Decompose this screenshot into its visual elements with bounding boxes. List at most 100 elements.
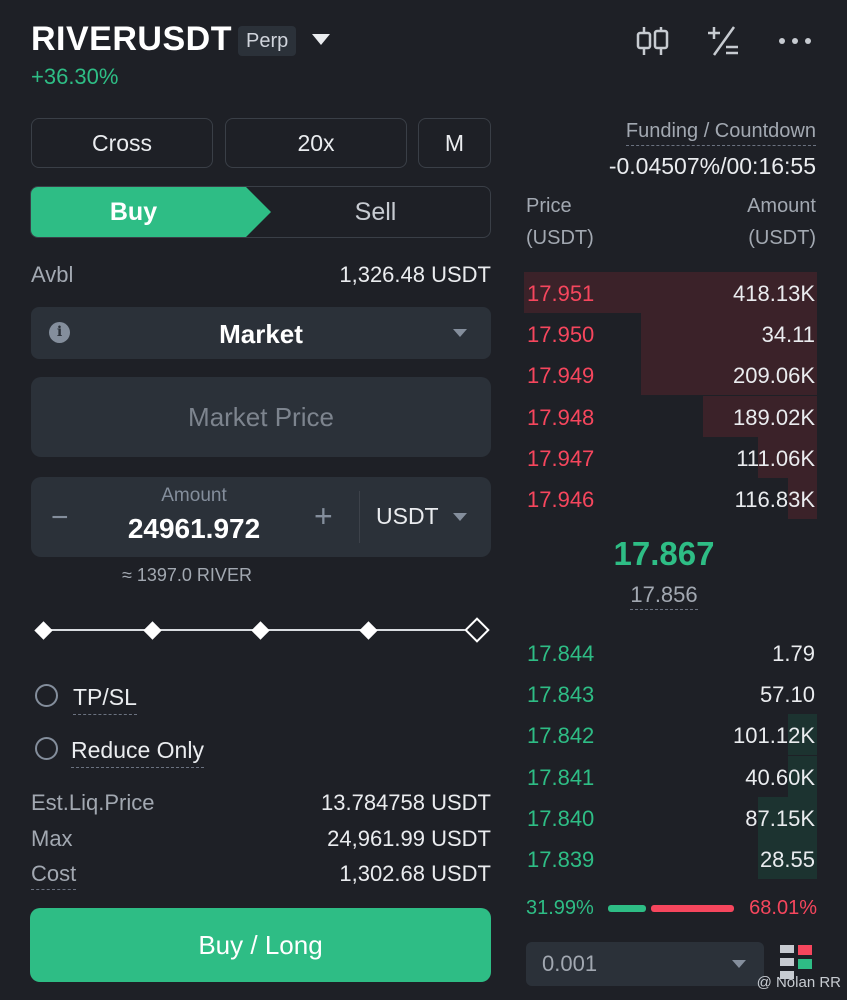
bid-depth-bar bbox=[758, 838, 817, 879]
side-tabs: Buy Sell bbox=[30, 186, 491, 238]
ask-amount: 209.06K bbox=[733, 363, 815, 389]
slider-step-25[interactable] bbox=[143, 621, 162, 640]
amount-field[interactable]: − Amount 24961.972 + USDT bbox=[31, 477, 491, 557]
info-icon[interactable]: i bbox=[49, 322, 70, 343]
slider-step-0[interactable] bbox=[34, 621, 53, 640]
ask-row[interactable]: 17.947 111.06K bbox=[524, 436, 817, 478]
last-price[interactable]: 17.867 bbox=[613, 535, 715, 572]
amount-input[interactable]: 24961.972 bbox=[127, 513, 261, 544]
ask-row[interactable]: 17.949 209.06K bbox=[524, 354, 817, 396]
ask-price: 17.948 bbox=[527, 404, 595, 430]
ask-price: 17.946 bbox=[527, 487, 595, 512]
liq-price-value: 13.784758 USDT bbox=[321, 790, 491, 815]
ask-depth-bar bbox=[641, 354, 817, 396]
sell-ratio: 68.01% bbox=[749, 897, 817, 919]
perp-badge: Perp bbox=[238, 26, 297, 56]
bid-amount: 1.79 bbox=[772, 641, 815, 666]
available-label: Avbl bbox=[31, 262, 74, 287]
ask-amount: 116.83K bbox=[734, 487, 815, 512]
candlestick-chart-icon[interactable] bbox=[634, 22, 672, 60]
ask-price: 17.950 bbox=[527, 322, 595, 348]
tab-sell[interactable]: Sell bbox=[354, 197, 397, 226]
ask-row[interactable]: 17.946 116.83K bbox=[524, 478, 817, 519]
price-change: +36.30% bbox=[31, 64, 119, 89]
ask-amount: 34.11 bbox=[761, 322, 815, 348]
bid-row[interactable]: 17.842 101.12K bbox=[524, 714, 817, 756]
bid-price: 17.844 bbox=[527, 641, 595, 666]
bid-amount: 87.15K bbox=[745, 805, 815, 831]
bid-price: 17.840 bbox=[527, 805, 595, 831]
bid-amount: 28.55 bbox=[759, 847, 815, 872]
asset-mode-button[interactable]: M bbox=[418, 118, 491, 168]
tpsl-checkbox[interactable] bbox=[35, 684, 58, 707]
bid-depth-bar bbox=[758, 796, 817, 838]
mark-price[interactable]: 17.856 bbox=[524, 582, 804, 610]
slider-handle[interactable] bbox=[464, 617, 490, 643]
ob-price-header-unit: (USDT) bbox=[526, 227, 594, 249]
slider-step-50[interactable] bbox=[251, 621, 270, 640]
ask-row[interactable]: 17.951 418.13K bbox=[524, 272, 817, 313]
cost-label[interactable]: Cost bbox=[31, 861, 77, 890]
bid-price: 17.841 bbox=[527, 764, 595, 790]
bid-row[interactable]: 17.844 1.79 bbox=[524, 632, 817, 673]
ob-amount-header-unit: (USDT) bbox=[748, 227, 816, 249]
bid-depth-bar bbox=[787, 755, 817, 797]
buy-long-button[interactable]: Buy / Long bbox=[30, 908, 491, 982]
amount-unit-select[interactable]: USDT bbox=[376, 503, 439, 530]
ob-price-header: Price (USDT) bbox=[526, 190, 594, 254]
chevron-down-icon bbox=[453, 329, 467, 337]
orderbook-layout-icon[interactable] bbox=[780, 945, 814, 981]
bid-price: 17.843 bbox=[527, 682, 595, 708]
precision-value: 0.001 bbox=[542, 951, 598, 976]
ob-price-header-label: Price bbox=[526, 195, 572, 217]
max-label: Max bbox=[31, 826, 73, 851]
reduce-only-label[interactable]: Reduce Only bbox=[71, 737, 204, 768]
amount-unit-label: USDT bbox=[376, 503, 439, 529]
chevron-down-icon[interactable] bbox=[453, 513, 467, 521]
ask-row[interactable]: 17.948 189.02K bbox=[524, 395, 817, 437]
bid-row[interactable]: 17.839 28.55 bbox=[524, 838, 817, 879]
price-field: Market Price bbox=[31, 377, 491, 457]
ask-price: 17.947 bbox=[527, 445, 595, 471]
symbol-title[interactable]: RIVERUSDT bbox=[31, 20, 232, 58]
funding-label[interactable]: Funding / Countdown bbox=[625, 120, 816, 146]
ask-amount: 189.02K bbox=[733, 404, 815, 430]
available-value: 1,326.48 USDT bbox=[339, 262, 491, 287]
tab-buy[interactable]: Buy bbox=[31, 187, 271, 237]
bid-price: 17.842 bbox=[527, 723, 595, 749]
margin-mode-button[interactable]: Cross bbox=[31, 118, 213, 168]
bid-amount: 57.10 bbox=[759, 682, 815, 708]
max-value: 24,961.99 USDT bbox=[327, 826, 491, 851]
decrease-amount-button[interactable]: − bbox=[51, 501, 69, 534]
reduce-only-checkbox[interactable] bbox=[35, 737, 58, 760]
bid-amount: 40.60K bbox=[745, 764, 815, 790]
slider-step-75[interactable] bbox=[359, 621, 378, 640]
amount-label: Amount bbox=[161, 485, 227, 506]
tpsl-label[interactable]: TP/SL bbox=[73, 684, 137, 715]
ob-amount-header-label: Amount bbox=[747, 195, 816, 217]
ask-depth-bar bbox=[787, 478, 817, 519]
increase-amount-button[interactable]: + bbox=[314, 498, 333, 534]
buy-ratio-bar bbox=[608, 905, 646, 912]
precision-select[interactable]: 0.001 bbox=[526, 942, 764, 986]
chevron-down-icon bbox=[732, 960, 746, 968]
symbol-dropdown-icon[interactable] bbox=[312, 34, 330, 45]
ask-price: 17.949 bbox=[527, 363, 595, 389]
more-icon[interactable] bbox=[776, 22, 814, 60]
calculator-icon[interactable] bbox=[704, 22, 742, 60]
leverage-button[interactable]: 20x bbox=[225, 118, 407, 168]
liq-price-label: Est.Liq.Price bbox=[31, 790, 155, 815]
bid-depth-bar bbox=[787, 714, 817, 756]
ask-depth-bar bbox=[758, 436, 817, 478]
bid-row[interactable]: 17.843 57.10 bbox=[524, 673, 817, 714]
approx-quantity: ≈ 1397.0 RIVER bbox=[122, 565, 252, 585]
amount-divider bbox=[359, 491, 360, 543]
ask-row[interactable]: 17.950 34.11 bbox=[524, 313, 817, 355]
mark-price-value: 17.856 bbox=[630, 582, 698, 610]
bid-row[interactable]: 17.841 40.60K bbox=[524, 755, 817, 797]
bid-row[interactable]: 17.840 87.15K bbox=[524, 796, 817, 838]
ask-depth-bar bbox=[702, 395, 817, 437]
bid-amount: 101.12K bbox=[733, 723, 815, 749]
order-type-select[interactable]: i Market bbox=[31, 307, 491, 359]
ask-amount: 111.06K bbox=[736, 445, 815, 471]
